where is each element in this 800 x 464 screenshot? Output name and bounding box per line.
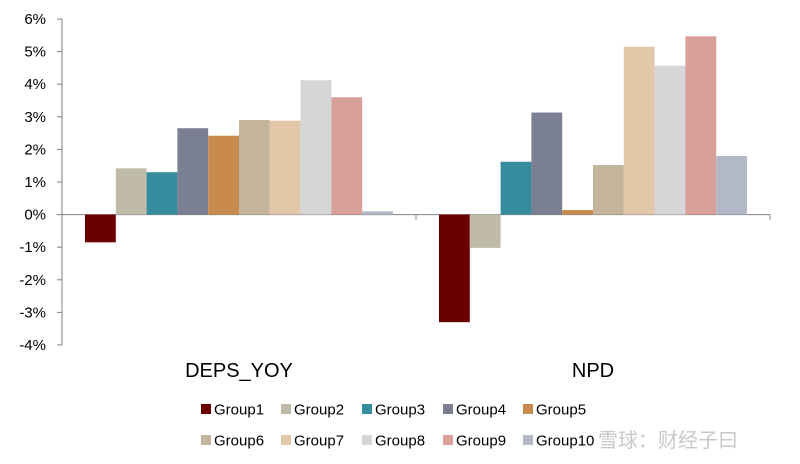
- legend-swatch: [201, 404, 211, 414]
- y-tick-label: 4%: [24, 76, 46, 93]
- y-tick-label: 0%: [24, 207, 46, 224]
- bar-group5-npd: [562, 210, 593, 215]
- legend: Group1 Group2 Group3 Group4 Group5 Group6 Grou…: [201, 402, 594, 450]
- watermark-text: 雪球：财经子曰: [598, 428, 738, 452]
- bar-group3-deps-yoy: [146, 172, 178, 215]
- y-tick-label: -3%: [19, 304, 46, 321]
- legend-label: Group4: [456, 402, 506, 419]
- x-category-label: DEPS_YOY: [185, 360, 293, 382]
- legend-label: Group2: [294, 402, 344, 419]
- bar-group4-deps-yoy: [177, 128, 209, 215]
- bar-group6-npd: [593, 165, 624, 215]
- bar-group10-deps-yoy: [362, 211, 393, 215]
- bar-group1-deps-yoy: [85, 214, 116, 243]
- bar-group7-npd: [623, 46, 655, 215]
- y-tick-label: 3%: [24, 109, 46, 126]
- x-category-label: NPD: [572, 360, 614, 382]
- legend-swatch: [443, 435, 453, 445]
- bar-group4-npd: [531, 112, 563, 215]
- bar-group8-deps-yoy: [300, 80, 332, 215]
- bar-group5-deps-yoy: [208, 135, 239, 215]
- legend-label: Group8: [375, 433, 425, 450]
- bar-group3-npd: [500, 161, 532, 215]
- label-layer: -4% -3% -2% -1% 0% 1% 2% 3% 4% 5% 6% DEPS_YOY NPD: [19, 11, 614, 382]
- y-tick-label: 6%: [24, 11, 46, 28]
- legend-swatch: [443, 404, 453, 414]
- legend-label: Group7: [294, 433, 344, 450]
- bar-group2-npd: [469, 214, 501, 248]
- bar-group8-npd: [654, 65, 686, 215]
- bar-group9-npd: [685, 36, 717, 215]
- legend-swatch: [523, 435, 533, 445]
- legend-swatch: [362, 404, 372, 414]
- legend-swatch: [362, 435, 372, 445]
- y-tick-label: -1%: [19, 239, 46, 256]
- legend-swatch: [201, 435, 211, 445]
- legend-label: Group5: [536, 402, 586, 419]
- bar-group2-deps-yoy: [115, 168, 147, 215]
- bar-group6-deps-yoy: [239, 120, 270, 215]
- legend-label: Group3: [375, 402, 425, 419]
- legend-label: Group6: [214, 433, 264, 450]
- bar-group10-npd: [716, 155, 747, 215]
- bar-group1-npd: [439, 214, 470, 323]
- y-tick-label: 1%: [24, 174, 46, 191]
- watermark: 雪球：财经子曰: [598, 428, 738, 452]
- legend-swatch: [281, 435, 291, 445]
- legend-label: Group9: [456, 433, 506, 450]
- bar-group9-deps-yoy: [331, 97, 363, 215]
- legend-swatch: [523, 404, 533, 414]
- bar-group7-deps-yoy: [269, 120, 301, 215]
- y-tick-label: 2%: [24, 141, 46, 158]
- y-tick-label: 5%: [24, 44, 46, 61]
- legend-swatch: [281, 404, 291, 414]
- legend-label: Group10: [536, 433, 594, 450]
- y-tick-label: -4%: [19, 337, 46, 354]
- bar-layer: [85, 36, 747, 323]
- y-tick-label: -2%: [19, 272, 46, 289]
- legend-label: Group1: [214, 402, 264, 419]
